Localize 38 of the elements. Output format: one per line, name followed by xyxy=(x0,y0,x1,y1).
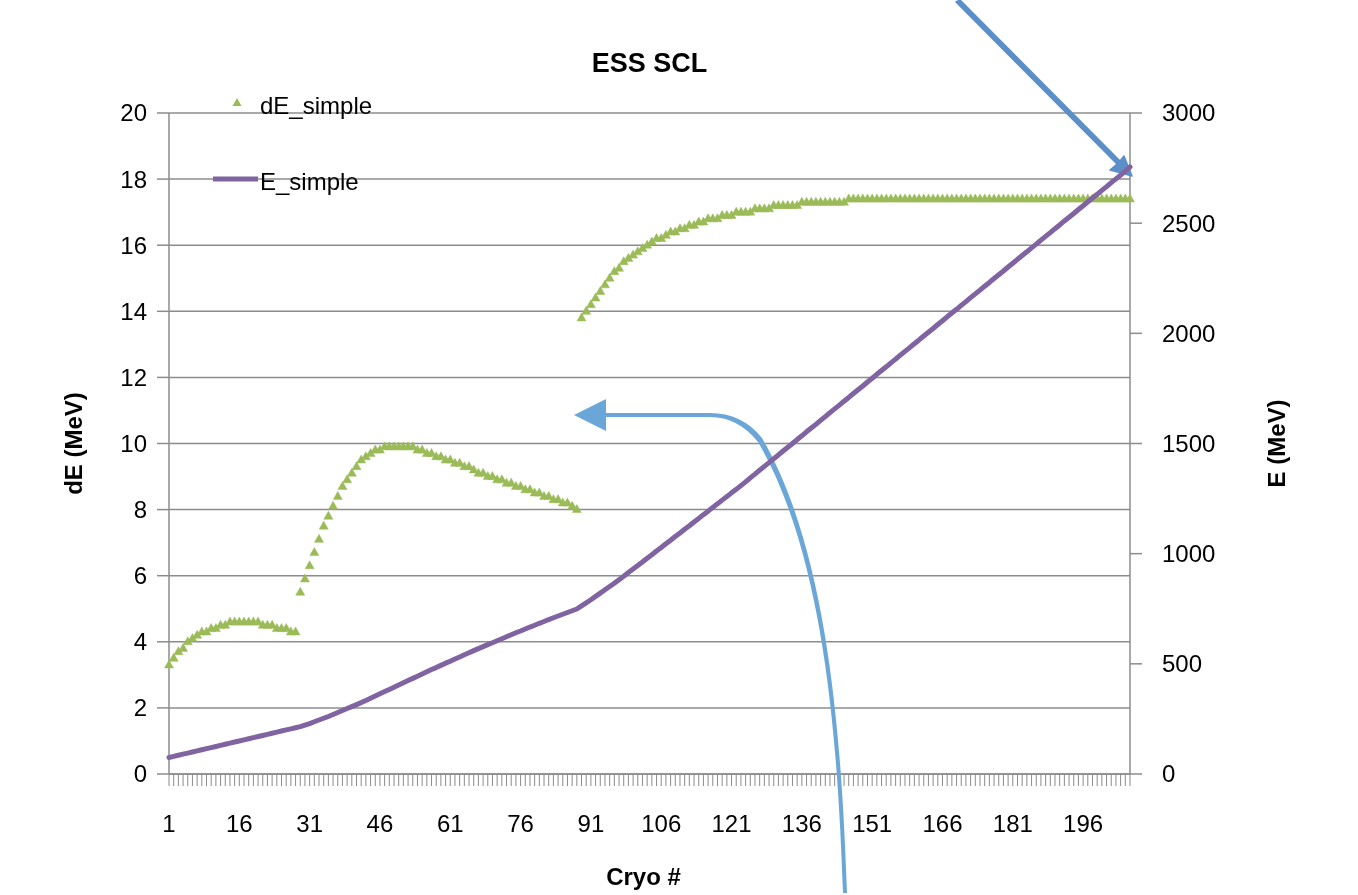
y2-tick-label: 1000 xyxy=(1162,540,1216,568)
x-tick-label: 76 xyxy=(507,810,534,837)
y-tick-label: 12 xyxy=(120,363,147,391)
chart-title: ESS SCL xyxy=(591,48,708,78)
y-tick-label: 18 xyxy=(120,165,147,193)
x-tick-label: 106 xyxy=(641,810,682,837)
x-tick-label: 16 xyxy=(225,810,253,837)
x-tick-label: 46 xyxy=(366,810,394,837)
y2-tick-label: 0 xyxy=(1162,760,1176,788)
y2-axis-title: E (MeV) xyxy=(1263,399,1290,488)
y-axis-title: dE (MeV) xyxy=(60,392,87,495)
y-tick-label: 6 xyxy=(133,562,147,590)
x-tick-label: 136 xyxy=(781,810,822,837)
legend-label: E_simple xyxy=(260,168,359,196)
y-tick-label: 10 xyxy=(120,429,147,457)
y2-tick-label: 1500 xyxy=(1162,429,1216,457)
legend-label: dE_simple xyxy=(260,92,373,120)
x-tick-label: 196 xyxy=(1063,810,1104,837)
y2-tick-label: 2500 xyxy=(1162,209,1216,237)
x-axis-title: Cryo # xyxy=(606,863,681,890)
y-tick-label: 20 xyxy=(120,99,147,127)
y-tick-label: 4 xyxy=(133,628,147,656)
x-tick-label: 1 xyxy=(162,810,176,837)
y-tick-label: 8 xyxy=(133,496,147,523)
x-tick-label: 166 xyxy=(922,810,963,837)
x-tick-label: 61 xyxy=(436,810,464,837)
y2-tick-label: 500 xyxy=(1162,650,1203,678)
x-tick-label: 121 xyxy=(711,810,752,837)
y-tick-label: 2 xyxy=(133,694,147,722)
y-tick-label: 16 xyxy=(120,231,147,259)
x-tick-label: 181 xyxy=(992,810,1033,837)
y-tick-label: 0 xyxy=(133,760,147,788)
x-tick-label: 31 xyxy=(296,810,323,837)
y2-tick-label: 2000 xyxy=(1162,319,1216,347)
y2-tick-label: 3000 xyxy=(1162,99,1216,127)
x-tick-label: 91 xyxy=(577,810,605,837)
x-tick-label: 151 xyxy=(852,810,893,837)
y-tick-label: 14 xyxy=(120,297,147,325)
